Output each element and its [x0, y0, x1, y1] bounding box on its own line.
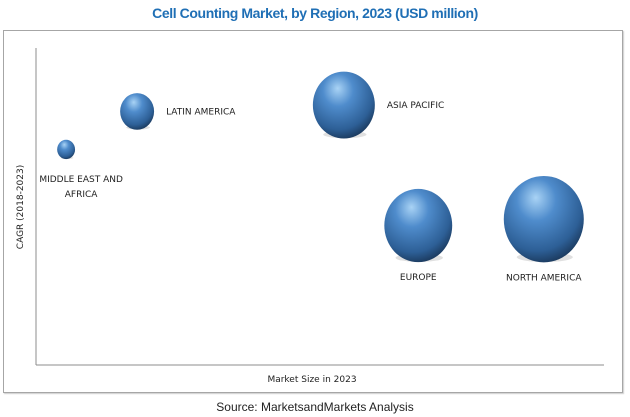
bubble-group: EUROPE: [384, 188, 453, 283]
bubble: [384, 188, 453, 263]
bubble-label: MIDDLE EAST AND: [39, 175, 123, 185]
chart-frame: [3, 30, 623, 393]
bubble-group: NORTH AMERICA: [503, 175, 584, 283]
bubble: [57, 139, 76, 160]
bubble-label: LATIN AMERICA: [166, 107, 236, 117]
bubble-group: ASIA PACIFIC: [312, 71, 444, 139]
bubble: [120, 93, 155, 130]
bubble-group: MIDDLE EAST AND AFRICA: [39, 139, 123, 200]
bubble-label: AFRICA: [65, 190, 99, 200]
source-note: Source: MarketsandMarkets Analysis: [216, 400, 414, 414]
bubble: [503, 175, 584, 263]
bubble-label: NORTH AMERICA: [506, 273, 582, 283]
bubble-label: ASIA PACIFIC: [387, 101, 444, 111]
bubble: [312, 71, 375, 139]
bubble-group: LATIN AMERICA: [120, 93, 236, 130]
bubble-label: EUROPE: [400, 273, 437, 283]
x-axis-label: Market Size in 2023: [267, 375, 356, 385]
chart-title: Cell Counting Market, by Region, 2023 (U…: [152, 5, 478, 21]
y-axis-label: CAGR (2018-2023): [16, 165, 26, 249]
